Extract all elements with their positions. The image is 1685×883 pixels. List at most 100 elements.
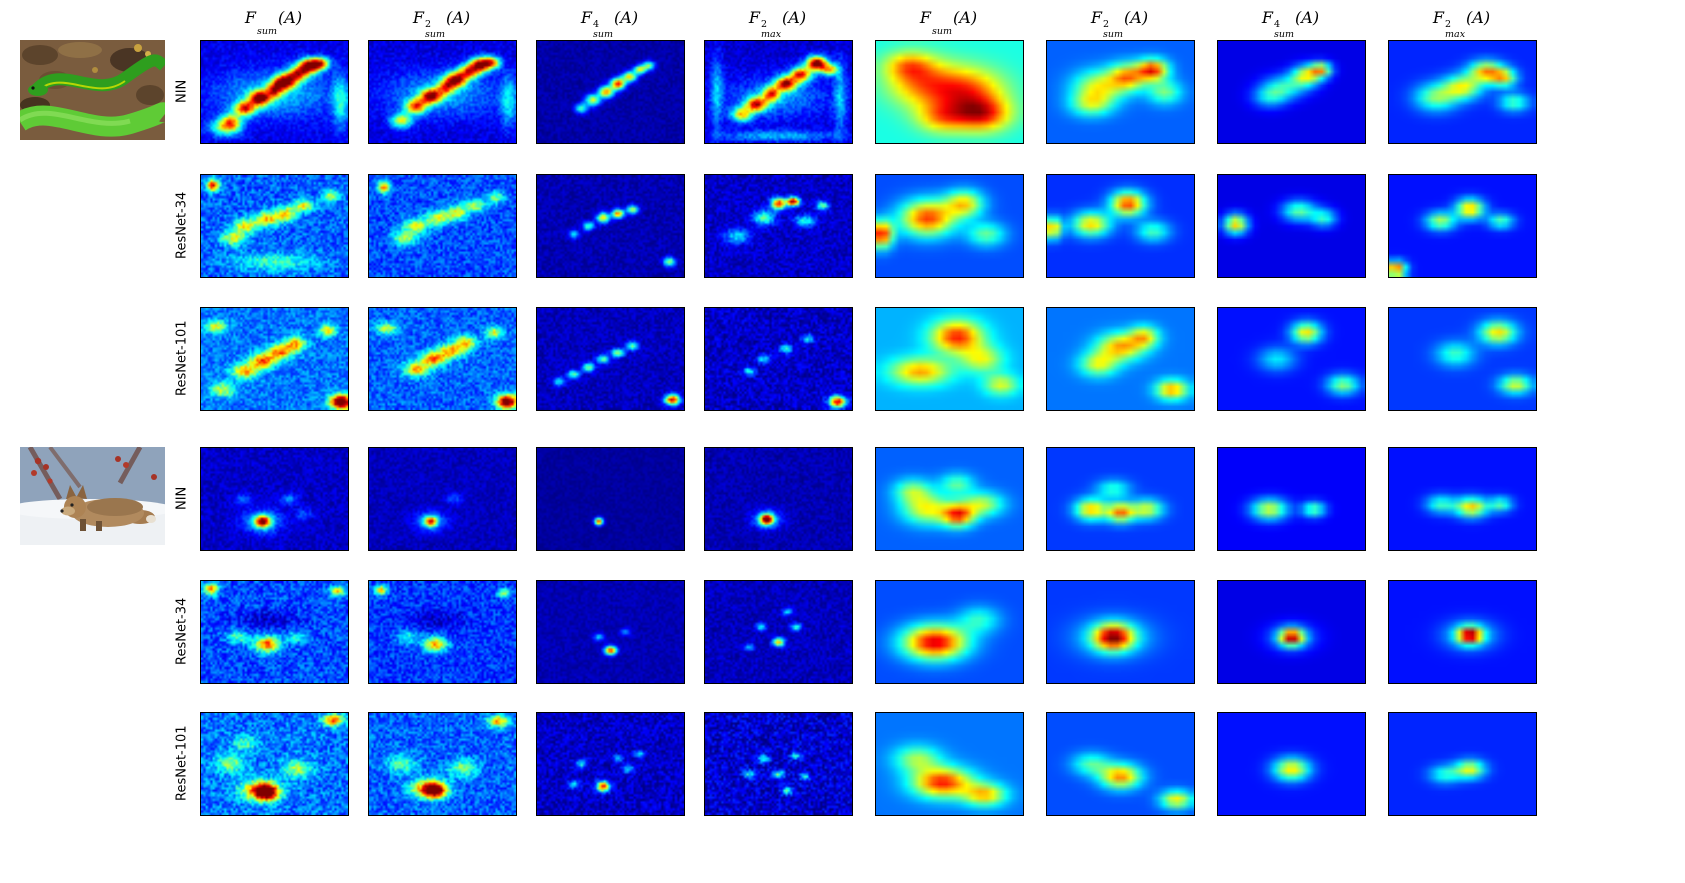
math-arg: (A) xyxy=(953,8,978,27)
math-f: F xyxy=(1432,8,1445,27)
math-sub: sum xyxy=(1274,28,1295,40)
heatmap-cell-r4-c6 xyxy=(1046,447,1195,551)
heatmap-cell-r1-c3 xyxy=(536,40,685,144)
fox-ear xyxy=(66,485,77,499)
heatmap-cell-r2-c4 xyxy=(704,174,853,278)
snake-body xyxy=(31,54,165,95)
math-sub: sum xyxy=(593,28,614,40)
math-arg: (A) xyxy=(782,8,807,27)
heatmap-cell-r2-c2 xyxy=(368,174,517,278)
col-header-6: F 2 sum (A) xyxy=(1046,8,1193,39)
math-f: F xyxy=(580,8,593,27)
math-sup: 4 xyxy=(1274,19,1281,30)
heatmap-cell-r4-c4 xyxy=(704,447,853,551)
math-arg: (A) xyxy=(278,8,303,27)
math-sup: 2 xyxy=(761,19,768,30)
math-arg: (A) xyxy=(446,8,471,27)
math-sup: 2 xyxy=(1445,19,1452,30)
heatmap-cell-r5-c1 xyxy=(200,580,349,684)
heatmap-cell-r3-c8 xyxy=(1388,307,1537,411)
heatmap-cell-r6-c1 xyxy=(200,712,349,816)
math-f: F xyxy=(1090,8,1103,27)
heatmap-cell-r3-c1 xyxy=(200,307,349,411)
math-sub: sum xyxy=(932,26,953,37)
col-header-3: F 4 sum (A) xyxy=(536,8,683,39)
math-supsub: 2 max xyxy=(1445,20,1465,39)
math-supsub: sum xyxy=(257,18,277,37)
math-sub: max xyxy=(1445,28,1466,40)
math-arg: (A) xyxy=(1295,8,1320,27)
heatmap-cell-r6-c8 xyxy=(1388,712,1537,816)
heatmap-cell-r2-c8 xyxy=(1388,174,1537,278)
fox-photo xyxy=(20,447,165,545)
snake-head xyxy=(28,84,48,96)
math-sub: sum xyxy=(257,26,278,37)
fox-ear xyxy=(76,485,87,499)
math-supsub: 2 sum xyxy=(1103,20,1123,39)
heatmap-cell-r1-c5 xyxy=(875,40,1024,144)
math-sub: sum xyxy=(425,28,446,40)
math-f: F xyxy=(412,8,425,27)
fox-eye xyxy=(70,503,74,507)
heatmap-cell-r3-c7 xyxy=(1217,307,1366,411)
heatmap-cell-r5-c2 xyxy=(368,580,517,684)
heatmap-cell-r2-c5 xyxy=(875,174,1024,278)
heatmap-cell-r2-c1 xyxy=(200,174,349,278)
math-supsub: 4 sum xyxy=(593,20,613,39)
heatmap-cell-r3-c4 xyxy=(704,307,853,411)
heatmap-cell-r4-c8 xyxy=(1388,447,1537,551)
heatmap-cell-r2-c3 xyxy=(536,174,685,278)
heatmap-cell-r5-c3 xyxy=(536,580,685,684)
row-label-resnet101-2: ResNet-101 xyxy=(174,725,190,801)
heatmap-cell-r2-c6 xyxy=(1046,174,1195,278)
col-header-8: F 2 max (A) xyxy=(1388,8,1535,39)
fox-leg xyxy=(96,521,102,531)
math-sub: sum xyxy=(1103,28,1124,40)
row-label-resnet101-1: ResNet-101 xyxy=(174,320,190,396)
col-header-7: F 4 sum (A) xyxy=(1217,8,1364,39)
heatmap-cell-r6-c3 xyxy=(536,712,685,816)
heatmap-cell-r5-c7 xyxy=(1217,580,1366,684)
heatmap-cell-r1-c4 xyxy=(704,40,853,144)
heatmap-cell-r4-c3 xyxy=(536,447,685,551)
heatmap-cell-r6-c2 xyxy=(368,712,517,816)
math-arg: (A) xyxy=(1466,8,1491,27)
row-label-resnet34-1: ResNet-34 xyxy=(174,191,190,259)
heatmap-cell-r2-c7 xyxy=(1217,174,1366,278)
heatmap-cell-r4-c1 xyxy=(200,447,349,551)
math-supsub: 2 sum xyxy=(425,20,445,39)
heatmap-cell-r1-c2 xyxy=(368,40,517,144)
math-f: F xyxy=(919,8,932,27)
math-sup: 2 xyxy=(1103,19,1110,30)
heatmap-cell-r1-c1 xyxy=(200,40,349,144)
math-f: F xyxy=(748,8,761,27)
heatmap-cell-r1-c8 xyxy=(1388,40,1537,144)
heatmap-cell-r3-c3 xyxy=(536,307,685,411)
row-label-nin-2: NIN xyxy=(174,486,190,510)
heatmap-cell-r6-c5 xyxy=(875,712,1024,816)
math-arg: (A) xyxy=(1124,8,1149,27)
heatmap-cell-r4-c5 xyxy=(875,447,1024,551)
heatmap-cell-r3-c6 xyxy=(1046,307,1195,411)
heatmap-cell-r1-c6 xyxy=(1046,40,1195,144)
snake-eye xyxy=(31,86,35,90)
math-sub: max xyxy=(761,28,782,40)
math-supsub: 4 sum xyxy=(1274,20,1294,39)
math-supsub: sum xyxy=(932,18,952,37)
heatmap-cell-r6-c6 xyxy=(1046,712,1195,816)
heatmap-cell-r3-c5 xyxy=(875,307,1024,411)
row-label-nin-1: NIN xyxy=(174,79,190,103)
row-label-resnet34-2: ResNet-34 xyxy=(174,597,190,665)
fox-leg xyxy=(80,519,86,531)
heatmap-cell-r5-c8 xyxy=(1388,580,1537,684)
heatmap-cell-r5-c6 xyxy=(1046,580,1195,684)
math-sup: 2 xyxy=(425,19,432,30)
col-header-2: F 2 sum (A) xyxy=(368,8,515,39)
heatmap-cell-r5-c4 xyxy=(704,580,853,684)
heatmap-cell-r1-c7 xyxy=(1217,40,1366,144)
heatmap-cell-r3-c2 xyxy=(368,307,517,411)
math-sup: 4 xyxy=(593,19,600,30)
